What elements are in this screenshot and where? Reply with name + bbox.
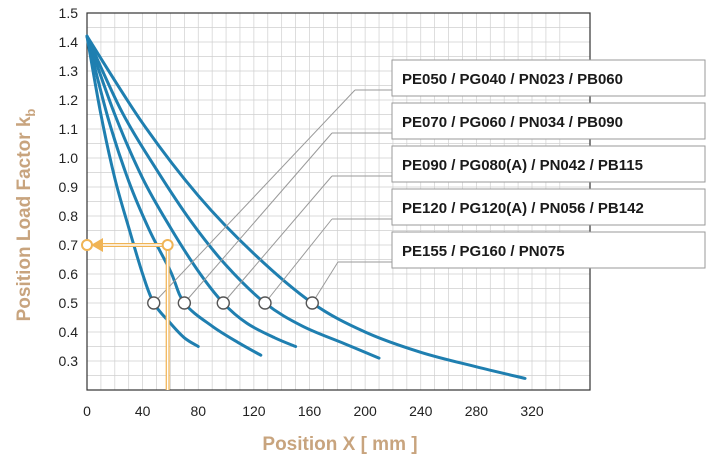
- leader-line: [311, 261, 339, 304]
- series-label-box: [391, 145, 706, 183]
- y-tick-label: 1.3: [59, 63, 79, 79]
- point-marker: [305, 296, 319, 310]
- x-tick-label: 120: [242, 403, 266, 419]
- x-tick-label: 160: [298, 403, 322, 419]
- x-tick-label: 320: [520, 403, 544, 419]
- y-tick-label: 1.0: [59, 150, 79, 166]
- y-axis-title: Position Load Factor kb: [14, 109, 38, 322]
- y-tick-label: 0.4: [59, 324, 79, 340]
- leader-lines: [153, 89, 392, 304]
- series-line-1: [85, 34, 200, 348]
- x-tick-label: 40: [135, 403, 151, 419]
- point-marker: [177, 296, 192, 310]
- leader-line: [222, 175, 333, 304]
- example-reading: [81, 238, 174, 390]
- y-tick-label: 1.1: [59, 121, 79, 137]
- series-label: PE090 / PG080(A) / PN042 / PB115: [402, 157, 643, 174]
- point-marker: [147, 296, 161, 310]
- leader-line: [264, 218, 333, 304]
- series-label-box: [391, 231, 706, 269]
- series-label-boxes: PE050 / PG040 / PN023 / PB060 PE070 / PG0…: [391, 59, 706, 269]
- leader-line: [153, 89, 356, 304]
- y-tick-label: 0.5: [59, 295, 79, 311]
- y-tick-label: 0.9: [59, 179, 79, 195]
- series-label: PE070 / PG060 / PN034 / PB090: [402, 114, 623, 131]
- point-marker: [258, 296, 272, 310]
- series-label: PE120 / PG120(A) / PN056 / PB142: [402, 200, 644, 217]
- y-tick-label: 1.4: [59, 34, 79, 50]
- series-line-5: [85, 34, 527, 380]
- point-marker: [216, 296, 230, 310]
- y-axis-title-main: Position Load Factor k: [14, 116, 35, 321]
- x-tick-label: 280: [465, 403, 489, 419]
- series-label: PE155 / PG160 / PN075: [402, 243, 565, 260]
- example-axis-point: [81, 239, 93, 251]
- series-line-4: [85, 34, 381, 360]
- y-tick-label: 1.5: [59, 5, 79, 21]
- y-tick-label: 0.8: [59, 208, 79, 224]
- series-label: PE050 / PG040 / PN023 / PB060: [402, 71, 623, 88]
- series-line-3: [85, 34, 298, 348]
- y-tick-label: 0.6: [59, 266, 79, 282]
- series-label-box: [391, 59, 706, 97]
- example-arrowhead: [91, 238, 103, 252]
- example-point: [161, 239, 174, 251]
- y-tick-label: 1.2: [59, 92, 79, 108]
- y-axis-title-subscript: b: [23, 109, 38, 117]
- x-tick-label: 0: [83, 403, 91, 419]
- leader-line: [183, 132, 333, 304]
- y-tick-label: 0.7: [59, 237, 79, 253]
- markers: [147, 296, 319, 310]
- x-tick-label: 80: [190, 403, 206, 419]
- x-axis-title: Position X [ mm ]: [262, 434, 417, 455]
- x-tick-labels: 0 40 80 120 160 200 240 280 320: [83, 403, 544, 419]
- x-tick-label: 240: [409, 403, 433, 419]
- y-tick-label: 0.3: [59, 353, 79, 369]
- series-label-box: [391, 188, 706, 226]
- y-tick-labels: 0.3 0.4 0.5 0.6 0.7 0.8 0.9 1.0 1.1 1.2 1.3 1.4 1.5: [59, 5, 79, 369]
- x-tick-label: 200: [353, 403, 377, 419]
- series-label-box: [391, 102, 706, 140]
